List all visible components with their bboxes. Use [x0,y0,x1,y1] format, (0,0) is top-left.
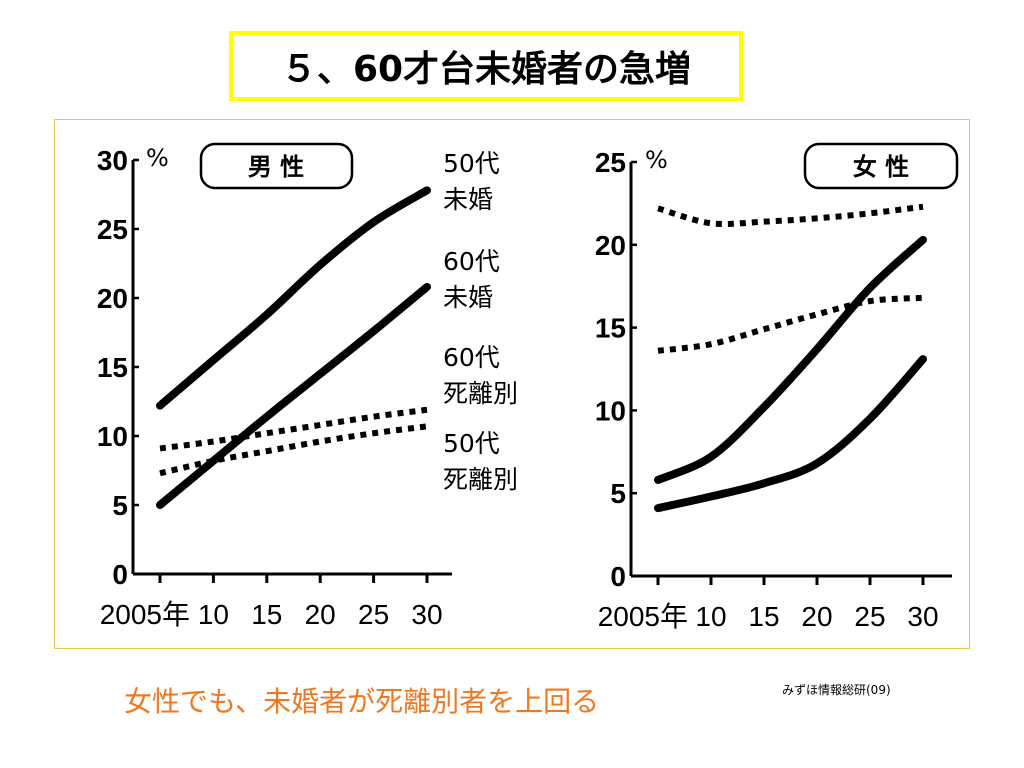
male-label-50-unmarried-l1: 50代 [443,149,500,178]
male-series-4-line [159,423,428,477]
title-box: ５、60才台未婚者の急増 [229,31,743,101]
female-xtick-label: 2005年 [598,601,688,632]
male-ytick-label: 5 [112,490,128,521]
female-ytick-label: 15 [595,313,626,344]
female-chart-title: 女 性 [853,153,909,181]
male-xtick-label: 15 [251,599,282,630]
male-series-labels: 50代 未婚 60代 未婚 60代 死離別 50代 死離別 [443,149,518,494]
male-ytick-label: 20 [97,283,128,314]
female-series-3-line [654,235,927,484]
male-label-50-bereaved-l2: 死離別 [443,465,518,494]
female-ytick-label: 25 [595,147,626,178]
female-xtick-label: 15 [748,601,779,632]
male-xtick-label: 25 [358,599,389,630]
male-label-60-unmarried-l2: 未婚 [443,283,493,312]
male-ytick-label: 15 [97,352,128,383]
male-ytick-label: 0 [112,559,128,590]
male-series-3-line [159,406,428,452]
male-xtick-label: 30 [411,599,442,630]
female-xtick-label: 25 [854,601,885,632]
caption: 女性でも、未婚者が死離別者を上回る [124,685,600,718]
female-ytick-label: 5 [610,478,626,509]
female-series-1-line [657,203,924,228]
male-label-60-unmarried-l1: 60代 [443,247,500,276]
female-xtick-label: 20 [801,601,832,632]
source-credit: みずほ情報総研(09) [782,683,891,697]
female-series-4-line [654,355,927,513]
chart-frame [54,119,970,649]
male-xtick-label: 2005年 [100,599,190,630]
female-title-box [803,142,959,190]
male-title-box [199,142,354,190]
slide-title: ５、60才台未婚者の急増 [280,49,692,90]
female-xtick-label: 10 [695,601,726,632]
male-xtick-label: 20 [305,599,336,630]
male-ytick-label: 10 [97,421,128,452]
male-label-60-bereaved-l1: 60代 [443,343,500,372]
female-y-unit: % [645,146,668,174]
male-chart: % 男 性 0 5 10 15 20 25 30 2005年 10 15 20 25 30 50代 未婚… [97,142,518,630]
female-series-2-line [657,294,924,354]
male-ytick-label: 30 [97,145,128,176]
male-label-50-unmarried-l2: 未婚 [443,185,493,214]
male-y-unit: % [146,144,169,172]
female-xtick-label: 30 [907,601,938,632]
female-ytick-label: 0 [610,561,626,592]
male-label-60-bereaved-l2: 死離別 [443,379,518,408]
male-xtick-label: 10 [198,599,229,630]
male-series-2-line [156,282,431,509]
male-chart-title: 男 性 [248,153,304,181]
female-ytick-label: 20 [595,230,626,261]
female-ytick-label: 10 [595,395,626,426]
male-label-50-bereaved-l1: 50代 [443,429,500,458]
male-series-1-line [156,186,431,410]
male-ytick-label: 25 [97,214,128,245]
